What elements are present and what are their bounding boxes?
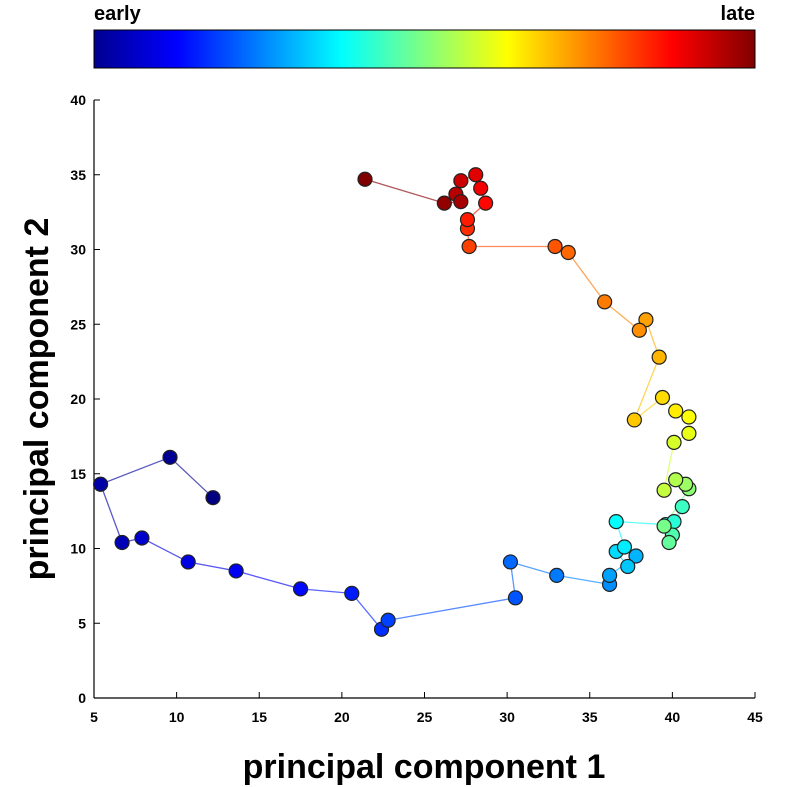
trajectory-segment xyxy=(141,537,189,563)
data-point xyxy=(560,244,576,261)
data-point xyxy=(626,412,642,428)
data-point xyxy=(459,212,476,228)
data-point xyxy=(461,238,477,255)
trajectory-segment xyxy=(364,178,445,204)
data-point xyxy=(601,567,618,584)
y-tick-label: 35 xyxy=(70,167,86,183)
data-point xyxy=(468,167,484,183)
colorbar-label-late: late xyxy=(721,3,755,25)
data-point xyxy=(656,518,672,534)
trajectory-segment xyxy=(235,570,301,590)
data-point xyxy=(549,567,565,584)
data-point xyxy=(205,490,221,506)
data-point xyxy=(357,171,373,187)
data-point xyxy=(628,548,644,564)
trajectory-segment xyxy=(100,456,171,485)
trajectory-segment xyxy=(169,456,214,499)
data-point xyxy=(180,554,196,570)
x-tick-label: 15 xyxy=(251,709,267,725)
data-point xyxy=(668,472,684,488)
x-tick-label: 25 xyxy=(417,709,433,725)
trajectory-segment xyxy=(510,561,557,577)
trajectory-segment xyxy=(663,442,675,491)
trajectory-segment xyxy=(388,597,516,621)
y-tick-label: 5 xyxy=(78,615,86,631)
trajectory-segment xyxy=(300,588,352,594)
trajectory-segment xyxy=(351,592,383,630)
data-point xyxy=(507,590,523,606)
x-tick-label: 5 xyxy=(90,709,98,725)
data-point xyxy=(631,322,647,338)
x-tick-label: 45 xyxy=(747,709,763,725)
trajectory-segment xyxy=(100,483,123,543)
data-point xyxy=(473,180,489,196)
data-point xyxy=(661,534,677,551)
data-point xyxy=(654,389,671,406)
data-point xyxy=(681,425,697,441)
data-point xyxy=(93,476,109,492)
data-point xyxy=(668,403,684,419)
x-axis-title: principal component 1 xyxy=(243,748,606,786)
x-ticks: 5 10 15 20 25 30 35 40 45 xyxy=(90,692,763,725)
x-tick-label: 40 xyxy=(665,709,681,725)
y-tick-label: 40 xyxy=(70,92,86,108)
x-tick-label: 35 xyxy=(582,709,598,725)
data-point xyxy=(162,449,178,465)
data-point xyxy=(344,585,360,601)
data-point xyxy=(616,539,633,555)
x-tick-label: 10 xyxy=(169,709,185,725)
colorbar: early late xyxy=(93,3,756,69)
data-point xyxy=(674,499,690,515)
data-point xyxy=(620,558,636,575)
colorbar-gradient xyxy=(93,29,756,69)
y-ticks: 0 5 10 15 20 25 30 35 40 xyxy=(70,92,100,706)
trajectory-segment xyxy=(633,356,660,421)
data-point xyxy=(608,513,624,530)
y-tick-label: 10 xyxy=(70,541,86,557)
y-tick-label: 25 xyxy=(70,316,86,332)
data-point xyxy=(478,195,494,211)
data-point xyxy=(502,554,519,570)
trajectory-segment xyxy=(567,252,606,303)
data-point xyxy=(547,238,563,255)
x-tick-label: 30 xyxy=(499,709,515,725)
trajectory-segment xyxy=(188,561,237,572)
y-tick-label: 30 xyxy=(70,242,86,258)
y-tick-label: 20 xyxy=(70,391,86,407)
data-point xyxy=(453,194,469,210)
data-points xyxy=(93,167,697,637)
data-point xyxy=(292,581,309,597)
data-point xyxy=(134,530,150,546)
data-point xyxy=(597,294,613,310)
data-point xyxy=(666,434,682,450)
data-point xyxy=(380,612,396,628)
y-tick-label: 15 xyxy=(70,466,86,482)
colorbar-label-early: early xyxy=(94,3,142,25)
data-point xyxy=(681,409,697,425)
data-point xyxy=(651,349,667,365)
data-point xyxy=(656,482,672,498)
trajectory-segment xyxy=(556,574,610,586)
y-axis-title: principal component 2 xyxy=(18,218,56,581)
data-point xyxy=(436,195,452,211)
x-tick-label: 20 xyxy=(334,709,350,725)
data-point xyxy=(114,534,130,551)
data-point xyxy=(453,173,469,189)
data-point xyxy=(228,563,244,579)
y-tick-label: 0 xyxy=(78,690,86,706)
